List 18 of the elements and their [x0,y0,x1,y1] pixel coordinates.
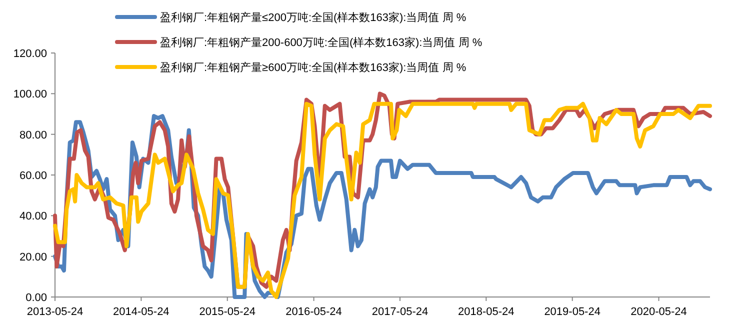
legend-label: 盈利钢厂:年粗钢产量200-600万吨:全国(样本数163家):当周值 周 % [160,36,482,49]
x-tick-label: 2020-05-24 [630,306,687,318]
x-tick-label: 2015-05-24 [199,306,256,318]
x-tick-label: 2014-05-24 [113,306,170,318]
y-tick-label: 100.00 [13,88,47,101]
x-tick-label: 2018-05-24 [458,306,514,318]
y-tick-label: 60.00 [19,170,47,182]
x-tick-label: 2013-05-24 [26,306,84,318]
legend-label: 盈利钢厂:年粗钢产量≥600万吨:全国(样本数163家):当周值 周 % [160,61,466,74]
x-tick-label: 2019-05-24 [544,306,600,318]
y-tick-label: 20.00 [19,251,47,264]
x-tick-label: 2017-05-24 [372,306,428,318]
y-tick-label: 40.00 [19,210,47,223]
y-tick-label: 120.00 [13,48,47,60]
x-tick-label: 2016-05-24 [286,306,342,318]
y-tick-label: 80.00 [19,129,47,142]
y-tick-label: 0.00 [26,292,47,304]
legend-label: 盈利钢厂:年粗钢产量≤200万吨:全国(样本数163家):当周值 周 % [160,11,466,24]
